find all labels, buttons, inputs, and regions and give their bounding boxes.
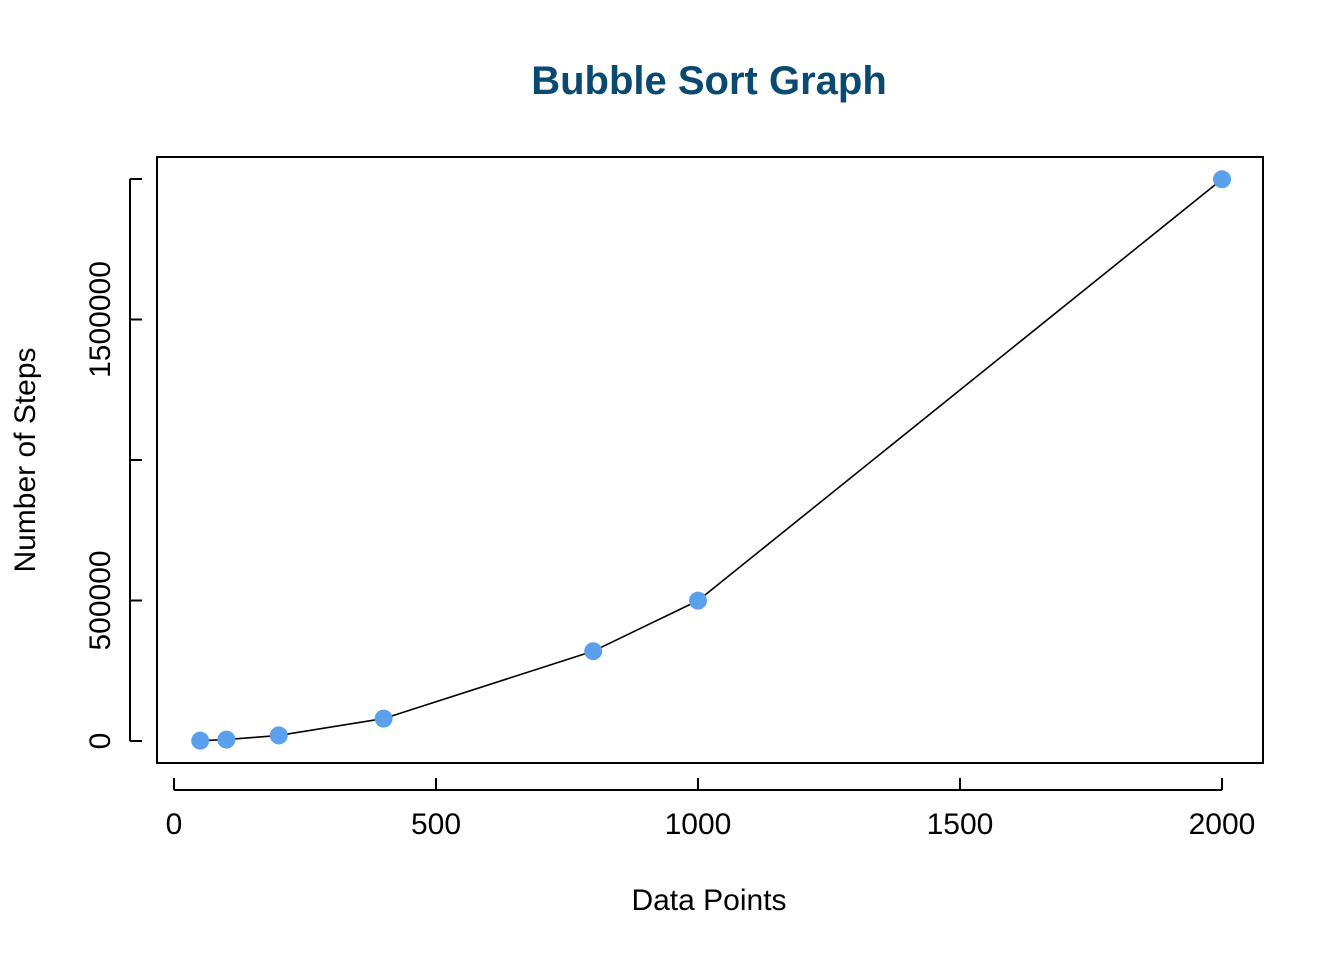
x-tick-label: 1500 [927,808,994,841]
x-tick-label: 500 [411,808,461,841]
x-axis: 0 500 1000 1500 2000 [166,778,1256,841]
series-line [200,178,1223,742]
data-point [374,709,393,728]
data-point [1213,170,1231,189]
data-point [689,591,707,610]
series-layer [191,170,1231,750]
data-point [584,642,603,661]
data-point [191,731,210,750]
plot-frame [156,156,1264,764]
y-axis-label: Number of Steps [9,347,42,572]
x-tick-label: 2000 [1189,808,1256,841]
x-tick-label: 1000 [665,808,732,841]
y-tick-label: 1500000 [84,261,117,378]
chart-title: Bubble Sort Graph [531,59,887,103]
data-point [217,730,236,749]
x-tick-label: 0 [166,808,183,841]
x-axis-label: Data Points [631,884,786,917]
data-point [269,726,288,745]
y-axis: 0 500000 1500000 [84,178,142,750]
y-tick-label: 0 [84,733,117,750]
y-tick-label: 500000 [84,550,117,650]
